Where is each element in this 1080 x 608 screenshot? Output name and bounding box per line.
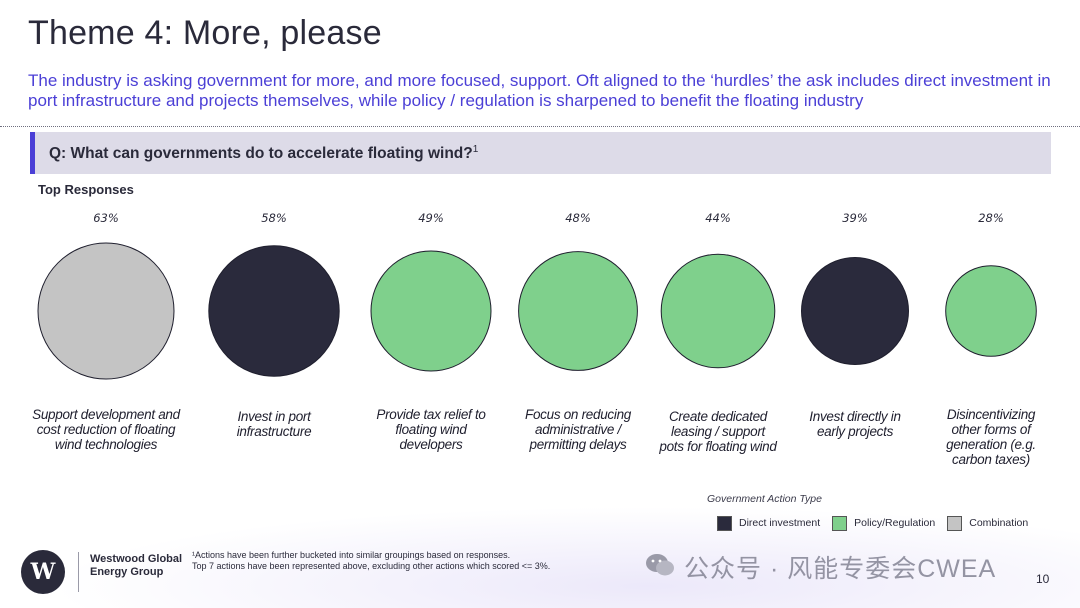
category-label-7: Disincentivizing other forms of generati… — [946, 407, 1036, 467]
category-label-6: Invest directly in early projects — [809, 409, 901, 439]
question-bar: Q: What can governments do to accelerate… — [30, 132, 1051, 174]
category-label-3: Provide tax relief to floating wind deve… — [376, 407, 486, 452]
bubble-4 — [518, 251, 638, 371]
value-label-4: 48% — [565, 211, 591, 225]
bubble-chart: 63% 58% 49% 48% 44% 39% 28% — [37, 211, 1037, 380]
legend: Direct investment Policy/Regulation Combin… — [717, 514, 1040, 532]
section-label: Top Responses — [38, 182, 134, 197]
footnote: ¹Actions have been further bucketed into… — [192, 550, 612, 572]
page-subtitle: The industry is asking government for mo… — [28, 71, 1051, 110]
bubble-5 — [660, 253, 776, 369]
value-label-5: 44% — [705, 211, 731, 225]
category-label-1: Support development and cost reduction o… — [32, 407, 180, 452]
question-text: Q: What can governments do to accelerate… — [49, 144, 479, 163]
legend-title: Government Action Type — [707, 493, 822, 505]
divider — [0, 126, 1080, 127]
question-footnote-marker: 1 — [472, 144, 479, 155]
value-label-6: 39% — [842, 211, 868, 225]
logo-separator — [78, 552, 79, 592]
westwood-logo-icon: W — [21, 550, 65, 594]
footnote-line-2: Top 7 actions have been represented abov… — [192, 561, 551, 571]
legend-label-2: Policy/Regulation — [854, 517, 936, 529]
value-label-2: 58% — [261, 211, 287, 225]
footnote-line-1: ¹Actions have been further bucketed into… — [192, 550, 511, 560]
legend-item-2: Policy/Regulation — [832, 515, 936, 531]
legend-item-1: Direct investment — [717, 515, 821, 531]
value-label-3: 49% — [418, 211, 444, 225]
watermark: 公众号 · 风能专委会CWEA — [684, 555, 997, 583]
legend-swatch-3 — [947, 515, 963, 531]
category-label-2: Invest in port infrastructure — [236, 409, 312, 439]
value-label-1: 63% — [93, 211, 119, 225]
page-number: 10 — [1036, 572, 1050, 586]
background-decoration — [0, 500, 1080, 608]
legend-label-1: Direct investment — [739, 517, 821, 529]
bubble-7 — [945, 265, 1037, 357]
company-name: Westwood Global Energy Group — [90, 553, 183, 578]
category-label-4: Focus on reducing administrative / permi… — [525, 407, 631, 452]
legend-item-3: Combination — [947, 515, 1029, 531]
legend-swatch-1 — [717, 515, 732, 531]
bubble-6 — [801, 257, 909, 365]
category-label-5: Create dedicated leasing / support pots … — [659, 409, 777, 454]
bubble-3 — [370, 250, 492, 372]
wechat-icon — [646, 554, 674, 576]
legend-swatch-2 — [832, 515, 848, 531]
bubble-1 — [37, 242, 175, 380]
legend-label-3: Combination — [969, 517, 1029, 529]
bubble-2 — [208, 245, 340, 377]
page-title: Theme 4: More, please — [28, 14, 382, 52]
value-label-7: 28% — [978, 211, 1004, 225]
